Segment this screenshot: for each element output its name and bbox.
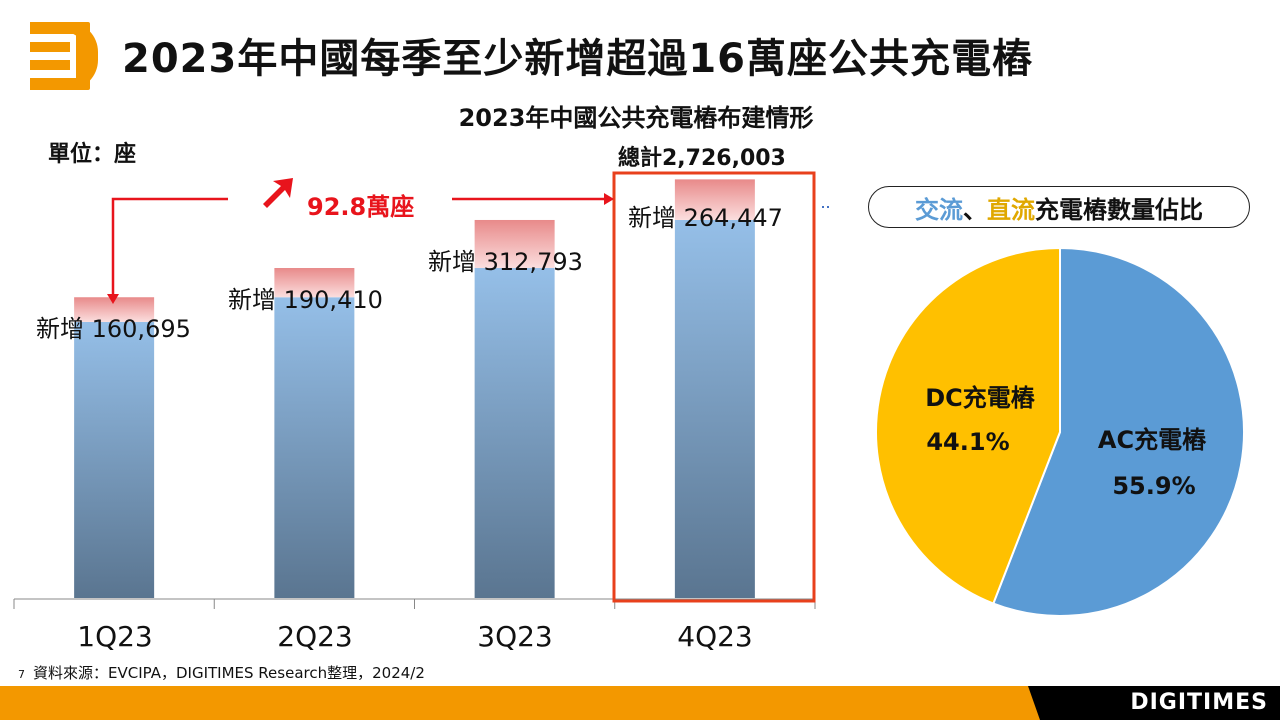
total-label: 總計2,726,003 [618, 146, 786, 171]
bar-increment-3q23 [474, 219, 555, 269]
bar-chart [13, 171, 830, 609]
up-right-arrow-icon [263, 178, 293, 208]
bar-increment-4q23 [674, 179, 755, 220]
arrow-right-head [604, 193, 614, 205]
pie-title-sep: 、 [963, 195, 987, 224]
data-label-2q23: 新增 190,410 [228, 286, 383, 314]
bar-base-3q23 [474, 268, 555, 598]
x-tick-label: 3Q23 [477, 620, 553, 653]
pie-label-ac: AC充電樁 [1097, 426, 1207, 454]
bar-base-1q23 [74, 321, 155, 598]
x-tick-label: 1Q23 [77, 620, 153, 653]
data-label-1q23: 新增 160,695 [36, 315, 191, 343]
unit-label: 單位：座 [48, 142, 137, 167]
arrow-down-head [107, 294, 119, 304]
bar-base-2q23 [274, 297, 355, 598]
digitimes-d-logo-icon [30, 22, 98, 90]
page-title: 2023年中國每季至少新增超過16萬座公共充電樁 [122, 36, 1033, 82]
pie-title-rest: 充電樁數量佔比 [1035, 195, 1203, 224]
pie-value-ac: 55.9% [1112, 472, 1196, 500]
pie-title-dc: 直流 [987, 195, 1035, 224]
source-note: 7 資料來源：EVCIPA，DIGITIMES Research整理，2024/2 [18, 662, 425, 683]
chart-title: 2023年中國公共充電樁布建情形 [458, 104, 814, 132]
pie-title-pill: 交流 、 直流 充電樁數量佔比 [868, 186, 1250, 228]
bar-base-4q23 [674, 219, 755, 598]
footer-brand-block [1028, 686, 1280, 720]
bar-increment-2q23 [274, 268, 355, 298]
x-tick-label: 2Q23 [277, 620, 353, 653]
pie-slice-ac [992, 246, 1245, 617]
pie-value-dc: 44.1% [926, 428, 1010, 456]
pie-title-ac: 交流 [915, 195, 963, 224]
pie-label-dc: DC充電樁 [925, 384, 1035, 412]
pie-chart [875, 246, 1245, 617]
data-label-3q23: 新增 312,793 [428, 248, 583, 276]
pie-slice-dc [875, 246, 1061, 605]
growth-bracket-line [111, 197, 228, 296]
page-number: 7 [18, 668, 25, 681]
data-label-4q23: 新增 264,447 [628, 204, 783, 232]
source-text: 資料來源：EVCIPA，DIGITIMES Research整理，2024/2 [33, 664, 425, 682]
footer-brand-logo: DIGITIMES [1130, 690, 1268, 715]
x-tick-label: 4Q23 [677, 620, 753, 653]
highlight-box [612, 171, 816, 603]
growth-annotation: 92.8萬座 [307, 193, 415, 221]
